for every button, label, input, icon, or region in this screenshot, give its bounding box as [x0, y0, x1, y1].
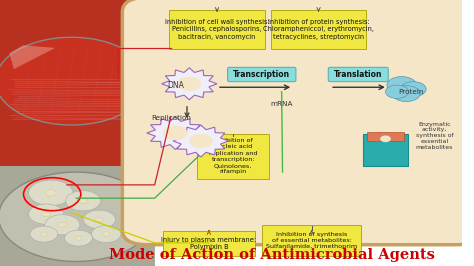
Circle shape: [0, 172, 154, 261]
Circle shape: [178, 77, 201, 90]
Text: Transcription: Transcription: [233, 70, 291, 79]
FancyBboxPatch shape: [328, 67, 388, 82]
Circle shape: [40, 232, 47, 236]
Circle shape: [387, 77, 417, 94]
FancyBboxPatch shape: [367, 132, 403, 141]
FancyBboxPatch shape: [262, 225, 362, 256]
Text: Translation: Translation: [334, 70, 383, 79]
Circle shape: [400, 82, 426, 97]
Circle shape: [102, 232, 110, 236]
Text: Injury to plasma membrane:
Polymixin B: Injury to plasma membrane: Polymixin B: [161, 237, 256, 250]
FancyBboxPatch shape: [163, 231, 255, 256]
Text: Replication: Replication: [151, 115, 191, 121]
Circle shape: [0, 37, 148, 125]
Circle shape: [79, 198, 88, 203]
Circle shape: [385, 85, 409, 98]
Text: Inhibition of protein synthesis:
Chlorampheniccol, erythromycin,
tetracyclines, : Inhibition of protein synthesis: Chloram…: [263, 19, 374, 40]
Circle shape: [58, 222, 67, 227]
FancyBboxPatch shape: [228, 67, 296, 82]
Text: Enzymatic
activity,
synthesis of
essential
metabolites: Enzymatic activity, synthesis of essenti…: [416, 122, 453, 150]
Circle shape: [91, 226, 121, 243]
Circle shape: [65, 191, 100, 211]
Text: DNA: DNA: [167, 81, 184, 90]
Circle shape: [64, 230, 92, 246]
Circle shape: [190, 135, 212, 147]
Circle shape: [45, 215, 80, 235]
Circle shape: [164, 126, 187, 140]
FancyBboxPatch shape: [0, 0, 155, 168]
FancyBboxPatch shape: [0, 166, 155, 266]
FancyBboxPatch shape: [197, 134, 269, 179]
Circle shape: [45, 190, 56, 196]
Circle shape: [42, 211, 51, 217]
Text: mRNA: mRNA: [270, 101, 293, 107]
Circle shape: [381, 136, 390, 142]
Circle shape: [28, 180, 73, 206]
FancyBboxPatch shape: [271, 10, 366, 49]
Circle shape: [95, 217, 103, 222]
FancyBboxPatch shape: [122, 0, 474, 245]
Text: Inhibition of synthesis
of essential metabolites:
Sulfanilamide, trimethoprim: Inhibition of synthesis of essential met…: [266, 232, 357, 250]
Circle shape: [75, 236, 82, 240]
Polygon shape: [173, 125, 228, 157]
Circle shape: [83, 210, 116, 229]
Polygon shape: [9, 45, 55, 69]
Text: Inhibition of
nucleic acid
replication and
transcription:
Quinolones,
rifampin: Inhibition of nucleic acid replication a…: [209, 138, 257, 174]
FancyBboxPatch shape: [364, 134, 408, 166]
Text: Mode of Action of Antimicrobial Agents: Mode of Action of Antimicrobial Agents: [109, 248, 435, 262]
Text: Protein: Protein: [398, 89, 424, 95]
Polygon shape: [147, 117, 204, 149]
Polygon shape: [162, 68, 217, 100]
Circle shape: [392, 86, 420, 102]
FancyBboxPatch shape: [169, 10, 264, 49]
Text: Inhibition of cell wall synthesis:
Penicillins, cephalosporins,
bacitracin, vanc: Inhibition of cell wall synthesis: Penic…: [164, 19, 269, 40]
Circle shape: [28, 204, 64, 224]
Circle shape: [30, 226, 58, 242]
